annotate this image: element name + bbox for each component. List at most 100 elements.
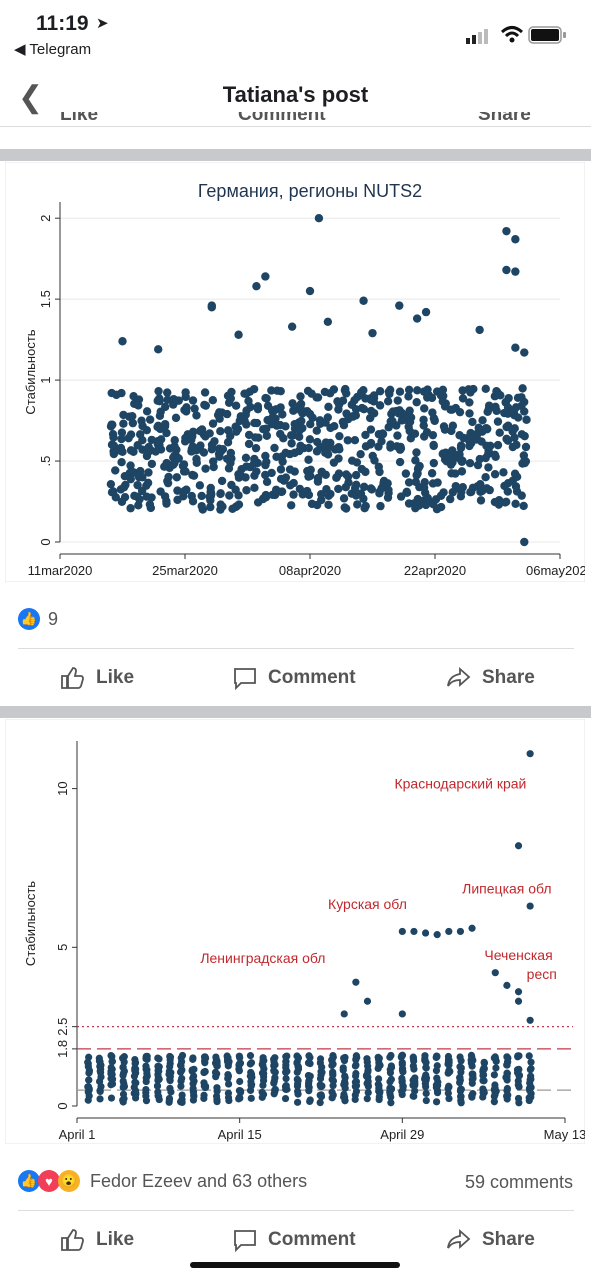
data-point [361, 501, 370, 511]
data-point [109, 433, 118, 442]
data-point [378, 429, 388, 439]
data-point [503, 981, 511, 989]
y-tick-label: 2.5 [55, 1018, 70, 1036]
data-point [387, 1075, 395, 1083]
data-point [341, 1097, 349, 1105]
data-point [224, 1089, 233, 1097]
data-point [294, 432, 304, 442]
data-point [458, 394, 468, 403]
data-point [421, 929, 430, 937]
data-point [108, 1070, 116, 1078]
data-point [465, 398, 474, 407]
data-point [107, 1094, 116, 1102]
data-point [119, 419, 128, 428]
data-point [321, 470, 330, 479]
data-point [261, 470, 270, 480]
data-point [246, 402, 255, 412]
data-point [294, 1065, 303, 1073]
data-point [236, 1059, 245, 1067]
data-point [235, 1052, 243, 1060]
data-point [514, 842, 523, 850]
data-point [491, 402, 500, 412]
data-point [177, 1082, 185, 1090]
data-point [363, 997, 372, 1005]
data-point [200, 1068, 208, 1077]
data-point [131, 1064, 139, 1072]
data-point [363, 1095, 371, 1103]
data-point [305, 286, 315, 296]
share-button[interactable]: Share [446, 666, 535, 690]
data-point [188, 432, 197, 441]
data-point [330, 422, 339, 431]
like-button[interactable]: Like [60, 1228, 134, 1252]
data-point [491, 1084, 499, 1092]
data-point [277, 487, 286, 497]
data-point [375, 401, 385, 410]
data-point [237, 1088, 245, 1096]
data-point [224, 398, 234, 407]
data-point [351, 470, 361, 480]
data-point [502, 265, 511, 275]
data-point [143, 478, 153, 488]
data-point [334, 484, 343, 494]
data-point [503, 1084, 511, 1093]
data-point [282, 1085, 290, 1093]
comment-label: Comment [268, 667, 356, 688]
data-point [247, 1094, 255, 1102]
data-point [317, 1091, 325, 1099]
like-button[interactable]: Like [60, 666, 134, 690]
data-point [468, 1076, 476, 1084]
data-point [222, 454, 232, 463]
data-point [328, 1056, 336, 1064]
data-point [421, 1080, 429, 1088]
data-point [430, 415, 439, 425]
data-point [242, 462, 251, 471]
post2-reactions[interactable]: 👍 ♥ 😮 Fedor Ezeev and 63 others [18, 1170, 307, 1192]
data-point [514, 1052, 522, 1060]
data-point [359, 482, 369, 492]
data-point [340, 1080, 348, 1089]
data-point [412, 398, 421, 407]
page-title: Tatiana's post [222, 82, 369, 107]
data-point [200, 1091, 208, 1099]
data-point [410, 1092, 418, 1100]
share-button[interactable]: Share [446, 1228, 535, 1252]
back-to-telegram[interactable]: ◀ Telegram [14, 41, 92, 58]
previous-actions-partial: Like Comment Share [0, 112, 591, 128]
data-point [438, 397, 447, 406]
y-axis-label: Стабильность [23, 329, 38, 414]
comment-button[interactable]: Comment [232, 666, 356, 690]
back-chevron-icon[interactable]: ❮ [18, 81, 44, 114]
location-arrow-icon: ➤ [96, 15, 109, 32]
home-indicator[interactable] [190, 1262, 400, 1268]
comment-label-partial[interactable]: Comment [238, 112, 326, 125]
comment-button[interactable]: Comment [232, 1228, 356, 1252]
data-point [282, 1074, 290, 1083]
reactions-text: Fedor Ezeev and 63 others [90, 1170, 308, 1191]
data-point [133, 441, 142, 450]
data-point [352, 1081, 361, 1090]
data-point [363, 1055, 371, 1063]
data-point [429, 458, 439, 468]
comments-count[interactable]: 59 comments [464, 1172, 573, 1192]
data-point [413, 464, 423, 474]
data-point [405, 417, 415, 426]
data-point [207, 303, 216, 312]
chart-germany: Германия, регионы NUTS2 0 .5 1 1.5 2 11mar2020… [5, 162, 585, 582]
data-point [455, 407, 465, 417]
data-point [412, 314, 422, 323]
data-point [200, 1079, 208, 1087]
data-point [215, 414, 224, 423]
comment-icon [234, 668, 256, 690]
like-label-partial[interactable]: Like [60, 112, 99, 125]
data-point [404, 385, 414, 394]
data-point [493, 417, 503, 426]
data-point [451, 469, 460, 478]
data-point [117, 388, 126, 398]
data-point [324, 500, 333, 509]
data-point [484, 463, 493, 472]
data-point [419, 432, 429, 441]
share-label-partial[interactable]: Share [478, 112, 531, 125]
data-point [448, 446, 457, 455]
data-point [492, 1064, 500, 1072]
